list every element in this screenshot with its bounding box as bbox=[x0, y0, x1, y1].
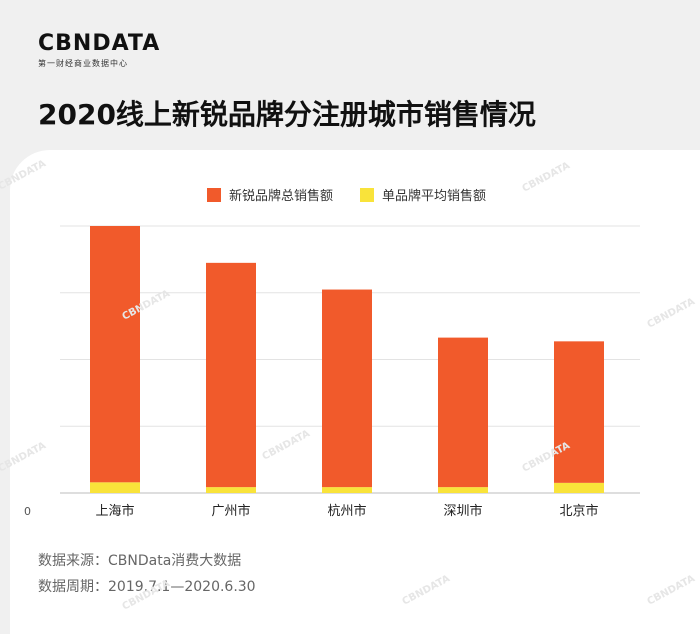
brand-logo: CBNDATA 第一财经商业数据中心 bbox=[38, 32, 160, 69]
x-tick-label: 上海市 bbox=[95, 503, 134, 519]
page-title: 2020线上新锐品牌分注册城市销售情况 bbox=[38, 98, 536, 131]
legend-label: 单品牌平均销售额 bbox=[382, 188, 486, 204]
legend-swatch bbox=[360, 188, 374, 202]
x-tick-label: 北京市 bbox=[559, 503, 598, 519]
data-period: 数据周期：2019.7.1—2020.6.30 bbox=[38, 579, 256, 595]
bar-avg bbox=[206, 487, 256, 493]
bar-total bbox=[90, 226, 140, 483]
bar-avg bbox=[90, 482, 140, 493]
brand-tagline: 第一财经商业数据中心 bbox=[38, 59, 128, 68]
bar-total bbox=[554, 341, 604, 483]
chart-panel: 0 新锐品牌总销售额 单品牌平均销售额上海市 广州市 杭州市 深圳市 北京市 bbox=[10, 150, 700, 634]
x-tick-label: 深圳市 bbox=[443, 503, 482, 519]
legend-swatch bbox=[207, 188, 221, 202]
y-tick-label: 0 bbox=[24, 505, 31, 518]
bar-total bbox=[206, 262, 256, 488]
bar-total bbox=[322, 289, 372, 488]
x-tick-label: 广州市 bbox=[211, 503, 250, 519]
bar-total bbox=[438, 337, 488, 488]
brand-name: CBNDATA bbox=[38, 31, 161, 56]
x-tick-label: 杭州市 bbox=[327, 503, 366, 519]
bar-avg bbox=[438, 487, 488, 493]
legend-label: 新锐品牌总销售额 bbox=[229, 188, 333, 204]
bar-avg bbox=[322, 487, 372, 493]
data-source: 数据来源：CBNData消费大数据 bbox=[38, 553, 242, 569]
bar-avg bbox=[554, 482, 604, 493]
